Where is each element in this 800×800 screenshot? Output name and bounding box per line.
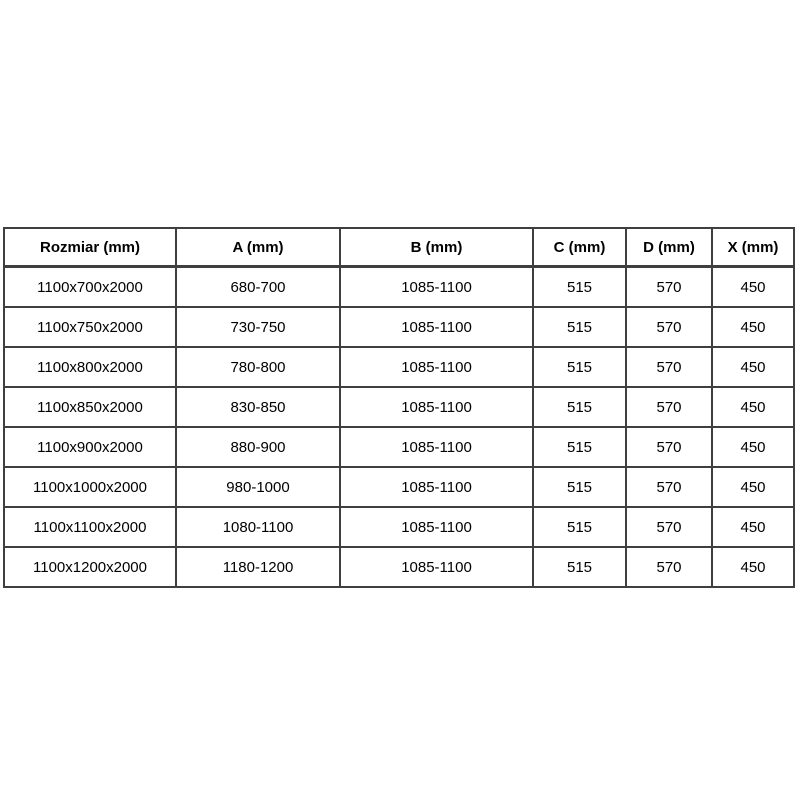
table-cell: 780-800 (175, 346, 341, 388)
table-cell: 1180-1200 (175, 546, 341, 588)
table-cell: 1100x1000x2000 (3, 466, 177, 508)
table-cell: 1100x850x2000 (3, 386, 177, 428)
table-cell: 450 (711, 346, 795, 388)
table-cell: 1085-1100 (339, 386, 534, 428)
table-cell: 1100x750x2000 (3, 306, 177, 348)
table-cell: 680-700 (175, 265, 341, 308)
table-row: 1100x1200x2000 1180-1200 1085-1100 515 570 45… (3, 546, 795, 588)
table-cell: 1080-1100 (175, 506, 341, 548)
table-cell: 1100x700x2000 (3, 265, 177, 308)
table-cell: 450 (711, 426, 795, 468)
table-cell: 570 (625, 466, 713, 508)
table-cell: 515 (532, 426, 627, 468)
table-cell: 570 (625, 265, 713, 308)
table-cell: 1085-1100 (339, 546, 534, 588)
table-cell: 1085-1100 (339, 306, 534, 348)
table-cell: 980-1000 (175, 466, 341, 508)
table-cell: 515 (532, 346, 627, 388)
table-header-row: Rozmiar (mm) A (mm) B (mm) C (mm) D (mm) X (m… (3, 227, 795, 268)
table-cell: 515 (532, 546, 627, 588)
table-row: 1100x800x2000 780-800 1085-1100 515 570 450 (3, 346, 795, 388)
column-header: B (mm) (339, 227, 534, 268)
table-cell: 570 (625, 546, 713, 588)
table-cell: 1100x800x2000 (3, 346, 177, 388)
table-body: 1100x700x2000 680-700 1085-1100 515 570 450 11… (3, 265, 795, 588)
table-row: 1100x850x2000 830-850 1085-1100 515 570 450 (3, 386, 795, 428)
column-header: C (mm) (532, 227, 627, 268)
table-cell: 515 (532, 265, 627, 308)
column-header: A (mm) (175, 227, 341, 268)
table-cell: 1100x1100x2000 (3, 506, 177, 548)
table-cell: 880-900 (175, 426, 341, 468)
table-cell: 450 (711, 386, 795, 428)
table-cell: 570 (625, 346, 713, 388)
table-cell: 450 (711, 306, 795, 348)
column-header: X (mm) (711, 227, 795, 268)
table-cell: 450 (711, 546, 795, 588)
table-cell: 1085-1100 (339, 506, 534, 548)
table-cell: 450 (711, 466, 795, 508)
table-cell: 570 (625, 306, 713, 348)
table-cell: 1085-1100 (339, 265, 534, 308)
table-cell: 1100x900x2000 (3, 426, 177, 468)
table-cell: 1085-1100 (339, 426, 534, 468)
table-cell: 570 (625, 386, 713, 428)
table-row: 1100x900x2000 880-900 1085-1100 515 570 450 (3, 426, 795, 468)
table-cell: 1085-1100 (339, 346, 534, 388)
column-header: D (mm) (625, 227, 713, 268)
table-row: 1100x700x2000 680-700 1085-1100 515 570 450 (3, 265, 795, 308)
column-header: Rozmiar (mm) (3, 227, 177, 268)
table-cell: 1100x1200x2000 (3, 546, 177, 588)
table-cell: 1085-1100 (339, 466, 534, 508)
table-cell: 515 (532, 386, 627, 428)
table-cell: 730-750 (175, 306, 341, 348)
table-cell: 450 (711, 506, 795, 548)
table-cell: 570 (625, 426, 713, 468)
table-cell: 830-850 (175, 386, 341, 428)
table-cell: 515 (532, 466, 627, 508)
table-cell: 515 (532, 506, 627, 548)
size-spec-table: Rozmiar (mm) A (mm) B (mm) C (mm) D (mm) X (m… (3, 227, 795, 588)
table-row: 1100x1000x2000 980-1000 1085-1100 515 570 450 (3, 466, 795, 508)
table-cell: 450 (711, 265, 795, 308)
table-cell: 570 (625, 506, 713, 548)
table-row: 1100x1100x2000 1080-1100 1085-1100 515 570 45… (3, 506, 795, 548)
table-cell: 515 (532, 306, 627, 348)
table-row: 1100x750x2000 730-750 1085-1100 515 570 450 (3, 306, 795, 348)
